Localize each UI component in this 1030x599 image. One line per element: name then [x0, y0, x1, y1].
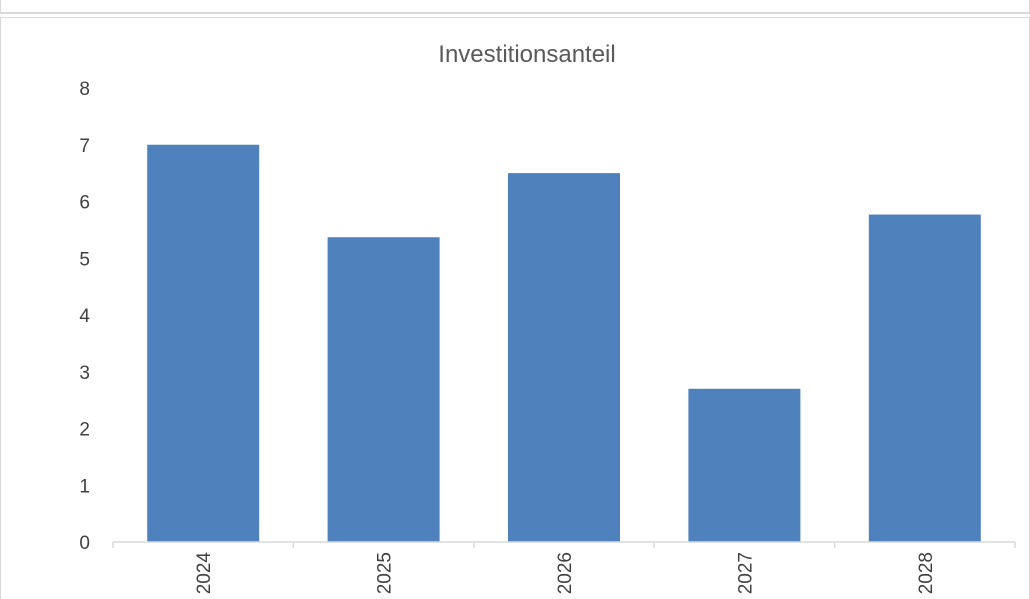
y-tick-label: 2 [79, 420, 90, 441]
bar-2025 [327, 237, 440, 542]
chart-title: Investitionsanteil [438, 41, 615, 68]
x-tick-label: 2024 [194, 552, 215, 595]
y-tick-label: 5 [79, 249, 90, 270]
x-tick-label: 2028 [916, 552, 937, 594]
x-tick-label: 2026 [555, 552, 576, 594]
y-tick-label: 4 [79, 306, 90, 327]
bar-2027 [688, 388, 801, 542]
bar-2026 [508, 173, 620, 542]
y-tick-label: 7 [79, 136, 90, 157]
y-tick-label: 8 [79, 79, 90, 100]
y-tick-label: 3 [79, 363, 90, 384]
x-axis [112, 541, 1016, 548]
y-tick-label: 0 [79, 533, 90, 554]
x-tick-label: 2027 [735, 552, 756, 594]
y-tick-label: 6 [79, 193, 90, 214]
x-axis-ticks: 2024 2025 2026 2027 2028 [194, 552, 937, 595]
y-axis-ticks: 0 1 2 3 4 5 6 7 8 [79, 79, 90, 554]
bar-2024 [147, 144, 260, 542]
y-tick-label: 1 [79, 476, 90, 497]
x-tick-label: 2025 [375, 552, 396, 594]
bar-2028 [868, 214, 981, 543]
bars [147, 144, 981, 543]
